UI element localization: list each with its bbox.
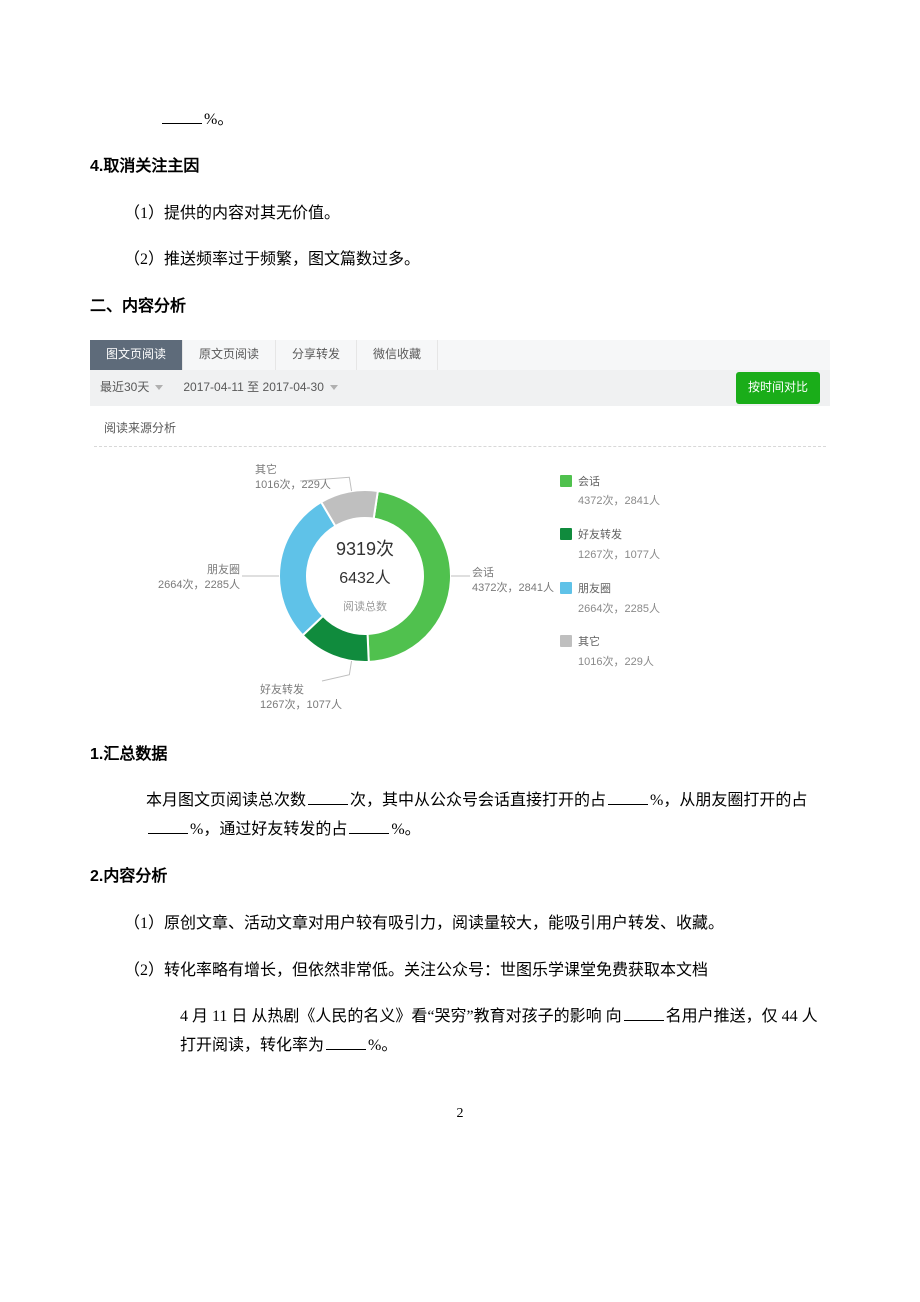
legend-value: 2664次，2285人 <box>578 600 660 620</box>
sub-part: 4 月 11 日 从热剧《人民的名义》看“哭穷”教育对孩子的影响 向 <box>180 1008 622 1025</box>
sec4-item-1: （1）提供的内容对其无价值。 <box>90 200 830 229</box>
legend-swatch <box>560 528 572 540</box>
callout-other: 其它 1016次，229人 <box>255 463 331 494</box>
date-range-select[interactable]: 2017-04-11 至 2017-04-30 <box>183 377 338 399</box>
summary-part: %，通过好友转发的占 <box>190 821 347 838</box>
blank-field <box>349 818 389 834</box>
donut-center-sublabel: 阅读总数 <box>343 598 387 618</box>
tabs-row: 图文页阅读 原文页阅读 分享转发 微信收藏 <box>90 340 830 370</box>
chart-panel: 图文页阅读 原文页阅读 分享转发 微信收藏 最近30天 2017-04-11 至… <box>90 340 830 713</box>
legend-name: 朋友圈 <box>578 580 660 600</box>
heading-sec4: 4.取消关注主因 <box>90 153 830 182</box>
date-range-label: 2017-04-11 至 2017-04-30 <box>183 377 324 399</box>
donut-center: 9319次 6432人 阅读总数 <box>270 481 460 671</box>
range-label: 最近30天 <box>100 377 149 399</box>
legend-name: 好友转发 <box>578 526 660 546</box>
top-percent-suffix: %。 <box>204 111 233 128</box>
legend-value: 1267次，1077人 <box>578 546 660 566</box>
chevron-down-icon <box>330 385 338 390</box>
tab-source-read[interactable]: 原文页阅读 <box>183 340 276 370</box>
sub-part: %。 <box>368 1037 397 1054</box>
blank-field <box>148 818 188 834</box>
heading-summary1: 1.汇总数据 <box>90 741 830 770</box>
legend-swatch <box>560 475 572 487</box>
callout-name: 其它 <box>255 463 331 478</box>
tab-favorite[interactable]: 微信收藏 <box>357 340 438 370</box>
donut-wrap: 9319次 6432人 阅读总数 <box>270 481 460 671</box>
tab-label: 微信收藏 <box>373 344 421 366</box>
legend-item: 会话 4372次，2841人 <box>560 473 660 513</box>
legend-swatch <box>560 582 572 594</box>
blank-field <box>326 1034 366 1050</box>
chevron-down-icon <box>155 385 163 390</box>
tab-label: 分享转发 <box>292 344 340 366</box>
top-fragment: %。 <box>90 106 830 135</box>
callout-value: 1016次，229人 <box>255 478 331 493</box>
callout-moments: 朋友圈 2664次，2285人 <box>130 563 240 594</box>
legend-value: 4372次，2841人 <box>578 492 660 512</box>
legend-name: 其它 <box>578 633 654 653</box>
tab-share[interactable]: 分享转发 <box>276 340 357 370</box>
donut-center-line1: 9319次 <box>336 533 394 565</box>
tab-article-read[interactable]: 图文页阅读 <box>90 340 183 370</box>
legend-swatch <box>560 635 572 647</box>
compare-button-label: 按时间对比 <box>748 380 808 394</box>
compare-button[interactable]: 按时间对比 <box>736 372 820 404</box>
chart-subtitle: 阅读来源分析 <box>94 406 826 447</box>
legend: 会话 4372次，2841人 好友转发 1267次，1077人 朋友圈 2664… <box>560 473 660 687</box>
heading-analysis2: 2.内容分析 <box>90 863 830 892</box>
tab-label: 图文页阅读 <box>106 344 166 366</box>
summary-part: %。 <box>391 821 420 838</box>
page-number: 2 <box>90 1101 830 1126</box>
sec4-item-2: （2）推送频率过于频繁，图文篇数过多。 <box>90 246 830 275</box>
callout-session: 会话 4372次，2841人 <box>472 566 554 597</box>
blank-field <box>608 789 648 805</box>
callout-forward: 好友转发 1267次，1077人 <box>260 683 342 714</box>
callout-name: 好友转发 <box>260 683 342 698</box>
donut-center-line2: 6432人 <box>339 565 391 594</box>
blank-field <box>162 108 202 124</box>
summary-part: 本月图文页阅读总次数 <box>146 792 306 809</box>
summary-part: 次，其中从公众号会话直接打开的占 <box>350 792 606 809</box>
analysis2-item-1: （1）原创文章、活动文章对用户较有吸引力，阅读量较大，能吸引用户转发、收藏。 <box>90 910 830 939</box>
legend-value: 1016次，229人 <box>578 653 654 673</box>
analysis2-item-2: （2）转化率略有增长，但依然非常低。关注公众号：世图乐学课堂免费获取本文档 <box>90 957 830 986</box>
section2-title: 二、内容分析 <box>90 293 830 322</box>
callout-name: 会话 <box>472 566 554 581</box>
legend-item: 好友转发 1267次，1077人 <box>560 526 660 566</box>
callout-value: 2664次，2285人 <box>130 578 240 593</box>
blank-field <box>308 789 348 805</box>
summary1-text: 本月图文页阅读总次数 次，其中从公众号会话直接打开的占 %，从朋友圈打开的占 %，通过… <box>90 787 830 845</box>
summary-part: %，从朋友圈打开的占 <box>650 792 807 809</box>
callout-name: 朋友圈 <box>130 563 240 578</box>
chart-body: 9319次 6432人 阅读总数 其它 1016次，229人 朋友圈 2664次… <box>90 453 830 713</box>
analysis2-sub: 4 月 11 日 从热剧《人民的名义》看“哭穷”教育对孩子的影响 向名用户推送，… <box>90 1003 830 1061</box>
legend-item: 朋友圈 2664次，2285人 <box>560 580 660 620</box>
callout-value: 4372次，2841人 <box>472 581 554 596</box>
legend-name: 会话 <box>578 473 660 493</box>
date-row: 最近30天 2017-04-11 至 2017-04-30 按时间对比 <box>90 370 830 406</box>
legend-item: 其它 1016次，229人 <box>560 633 660 673</box>
range-select[interactable]: 最近30天 <box>100 377 163 399</box>
tab-label: 原文页阅读 <box>199 344 259 366</box>
blank-field <box>624 1005 664 1021</box>
callout-value: 1267次，1077人 <box>260 698 342 713</box>
